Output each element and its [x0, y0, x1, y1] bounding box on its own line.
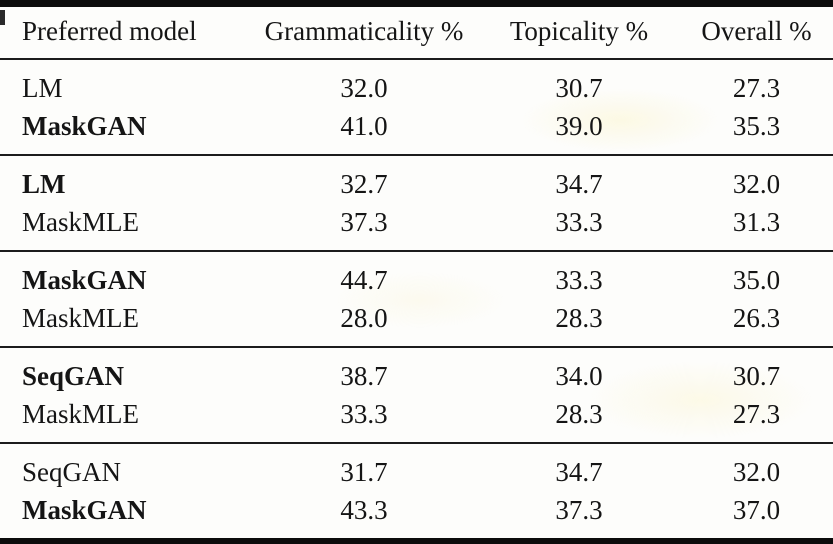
topicality-value: 33.3 — [555, 264, 603, 295]
overall-value: 32.0 — [732, 168, 781, 199]
table-row: LM 32.0 30.7 27.3 — [0, 59, 833, 107]
column-header-topicality: Topicality % — [478, 3, 680, 60]
grammaticality-value: 43.3 — [340, 494, 388, 525]
table-row: SeqGAN 38.7 34.0 30.7 — [0, 347, 833, 395]
grammaticality-value: 41.0 — [340, 110, 388, 141]
topicality-value: 33.3 — [555, 206, 603, 237]
topicality-value: 34.7 — [555, 168, 603, 199]
model-name-cell: MaskMLE — [22, 302, 139, 333]
model-name-cell: MaskMLE — [22, 398, 139, 429]
table-row: MaskGAN 43.3 37.3 37.0 — [0, 491, 833, 541]
comparison-group-lm-vs-maskmle: LM 32.7 34.7 32.0 MaskMLE 37.3 33.3 31.3 — [0, 155, 833, 251]
column-header-overall: Overall % — [680, 3, 833, 60]
comparison-group-seqgan-vs-maskgan: SeqGAN 31.7 34.7 32.0 MaskGAN 43.3 37.3 … — [0, 443, 833, 541]
overall-value: 30.7 — [732, 360, 781, 391]
topicality-value: 28.3 — [555, 398, 603, 429]
overall-value: 26.3 — [732, 302, 781, 333]
grammaticality-value: 32.7 — [340, 168, 388, 199]
table-header: Preferred model Grammaticality % Topical… — [0, 3, 833, 60]
model-name-cell: MaskMLE — [22, 206, 139, 237]
model-name-cell: MaskGAN — [22, 110, 147, 141]
model-name-cell: MaskGAN — [22, 494, 147, 525]
overall-value: 37.0 — [732, 494, 781, 525]
overall-value: 27.3 — [732, 72, 781, 103]
comparison-group-lm-vs-maskgan: LM 32.0 30.7 27.3 MaskGAN 41.0 39.0 35.3 — [0, 59, 833, 155]
overall-value: 31.3 — [732, 206, 781, 237]
topicality-value: 34.0 — [555, 360, 603, 391]
grammaticality-value: 32.0 — [340, 72, 388, 103]
comparison-group-maskgan-vs-maskmle: MaskGAN 44.7 33.3 35.0 MaskMLE 28.0 28.3… — [0, 251, 833, 347]
grammaticality-value: 33.3 — [340, 398, 388, 429]
model-name-cell: SeqGAN — [22, 360, 125, 391]
model-name-cell: LM — [22, 168, 66, 199]
table-row: MaskMLE 33.3 28.3 27.3 — [0, 395, 833, 443]
table-row: MaskMLE 37.3 33.3 31.3 — [0, 203, 833, 251]
grammaticality-value: 31.7 — [340, 456, 388, 487]
overall-value: 27.3 — [732, 398, 781, 429]
overall-value: 35.0 — [732, 264, 781, 295]
table-row: MaskGAN 44.7 33.3 35.0 — [0, 251, 833, 299]
model-name-cell: SeqGAN — [22, 456, 121, 487]
table-row: SeqGAN 31.7 34.7 32.0 — [0, 443, 833, 491]
topicality-value: 34.7 — [555, 456, 603, 487]
overall-value: 35.3 — [732, 110, 781, 141]
model-name-cell: LM — [22, 72, 63, 103]
column-header-grammaticality: Grammaticality % — [250, 3, 478, 60]
topicality-value: 39.0 — [555, 110, 603, 141]
grammaticality-value: 28.0 — [340, 302, 388, 333]
table-row: MaskMLE 28.0 28.3 26.3 — [0, 299, 833, 347]
topicality-value: 28.3 — [555, 302, 603, 333]
scan-edge-artifact — [0, 10, 5, 25]
overall-value: 32.0 — [732, 456, 781, 487]
header-row: Preferred model Grammaticality % Topical… — [0, 3, 833, 60]
table-row: LM 32.7 34.7 32.0 — [0, 155, 833, 203]
table-row: MaskGAN 41.0 39.0 35.3 — [0, 107, 833, 155]
column-header-preferred-model: Preferred model — [0, 3, 250, 60]
grammaticality-value: 37.3 — [340, 206, 388, 237]
grammaticality-value: 38.7 — [340, 360, 388, 391]
comparison-group-seqgan-vs-maskmle: SeqGAN 38.7 34.0 30.7 MaskMLE 33.3 28.3 … — [0, 347, 833, 443]
topicality-value: 30.7 — [555, 72, 603, 103]
model-name-cell: MaskGAN — [22, 264, 147, 295]
grammaticality-value: 44.7 — [340, 264, 388, 295]
topicality-value: 37.3 — [555, 494, 603, 525]
